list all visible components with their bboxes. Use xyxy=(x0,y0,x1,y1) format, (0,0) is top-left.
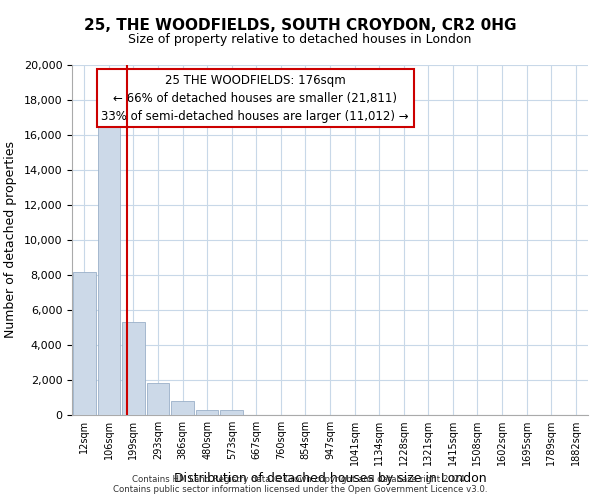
Text: Size of property relative to detached houses in London: Size of property relative to detached ho… xyxy=(128,32,472,46)
Bar xyxy=(171,402,194,415)
Bar xyxy=(98,126,120,415)
Text: 25, THE WOODFIELDS, SOUTH CROYDON, CR2 0HG: 25, THE WOODFIELDS, SOUTH CROYDON, CR2 0… xyxy=(84,18,516,32)
Text: 25 THE WOODFIELDS: 176sqm
← 66% of detached houses are smaller (21,811)
33% of s: 25 THE WOODFIELDS: 176sqm ← 66% of detac… xyxy=(101,74,409,122)
Bar xyxy=(220,410,243,415)
Bar xyxy=(73,272,95,415)
Text: Contains HM Land Registry data © Crown copyright and database right 2024.: Contains HM Land Registry data © Crown c… xyxy=(132,475,468,484)
Y-axis label: Number of detached properties: Number of detached properties xyxy=(4,142,17,338)
Bar xyxy=(196,410,218,415)
X-axis label: Distribution of detached houses by size in London: Distribution of detached houses by size … xyxy=(173,472,487,486)
Text: Contains public sector information licensed under the Open Government Licence v3: Contains public sector information licen… xyxy=(113,485,487,494)
Bar xyxy=(122,322,145,415)
Bar xyxy=(146,382,169,415)
